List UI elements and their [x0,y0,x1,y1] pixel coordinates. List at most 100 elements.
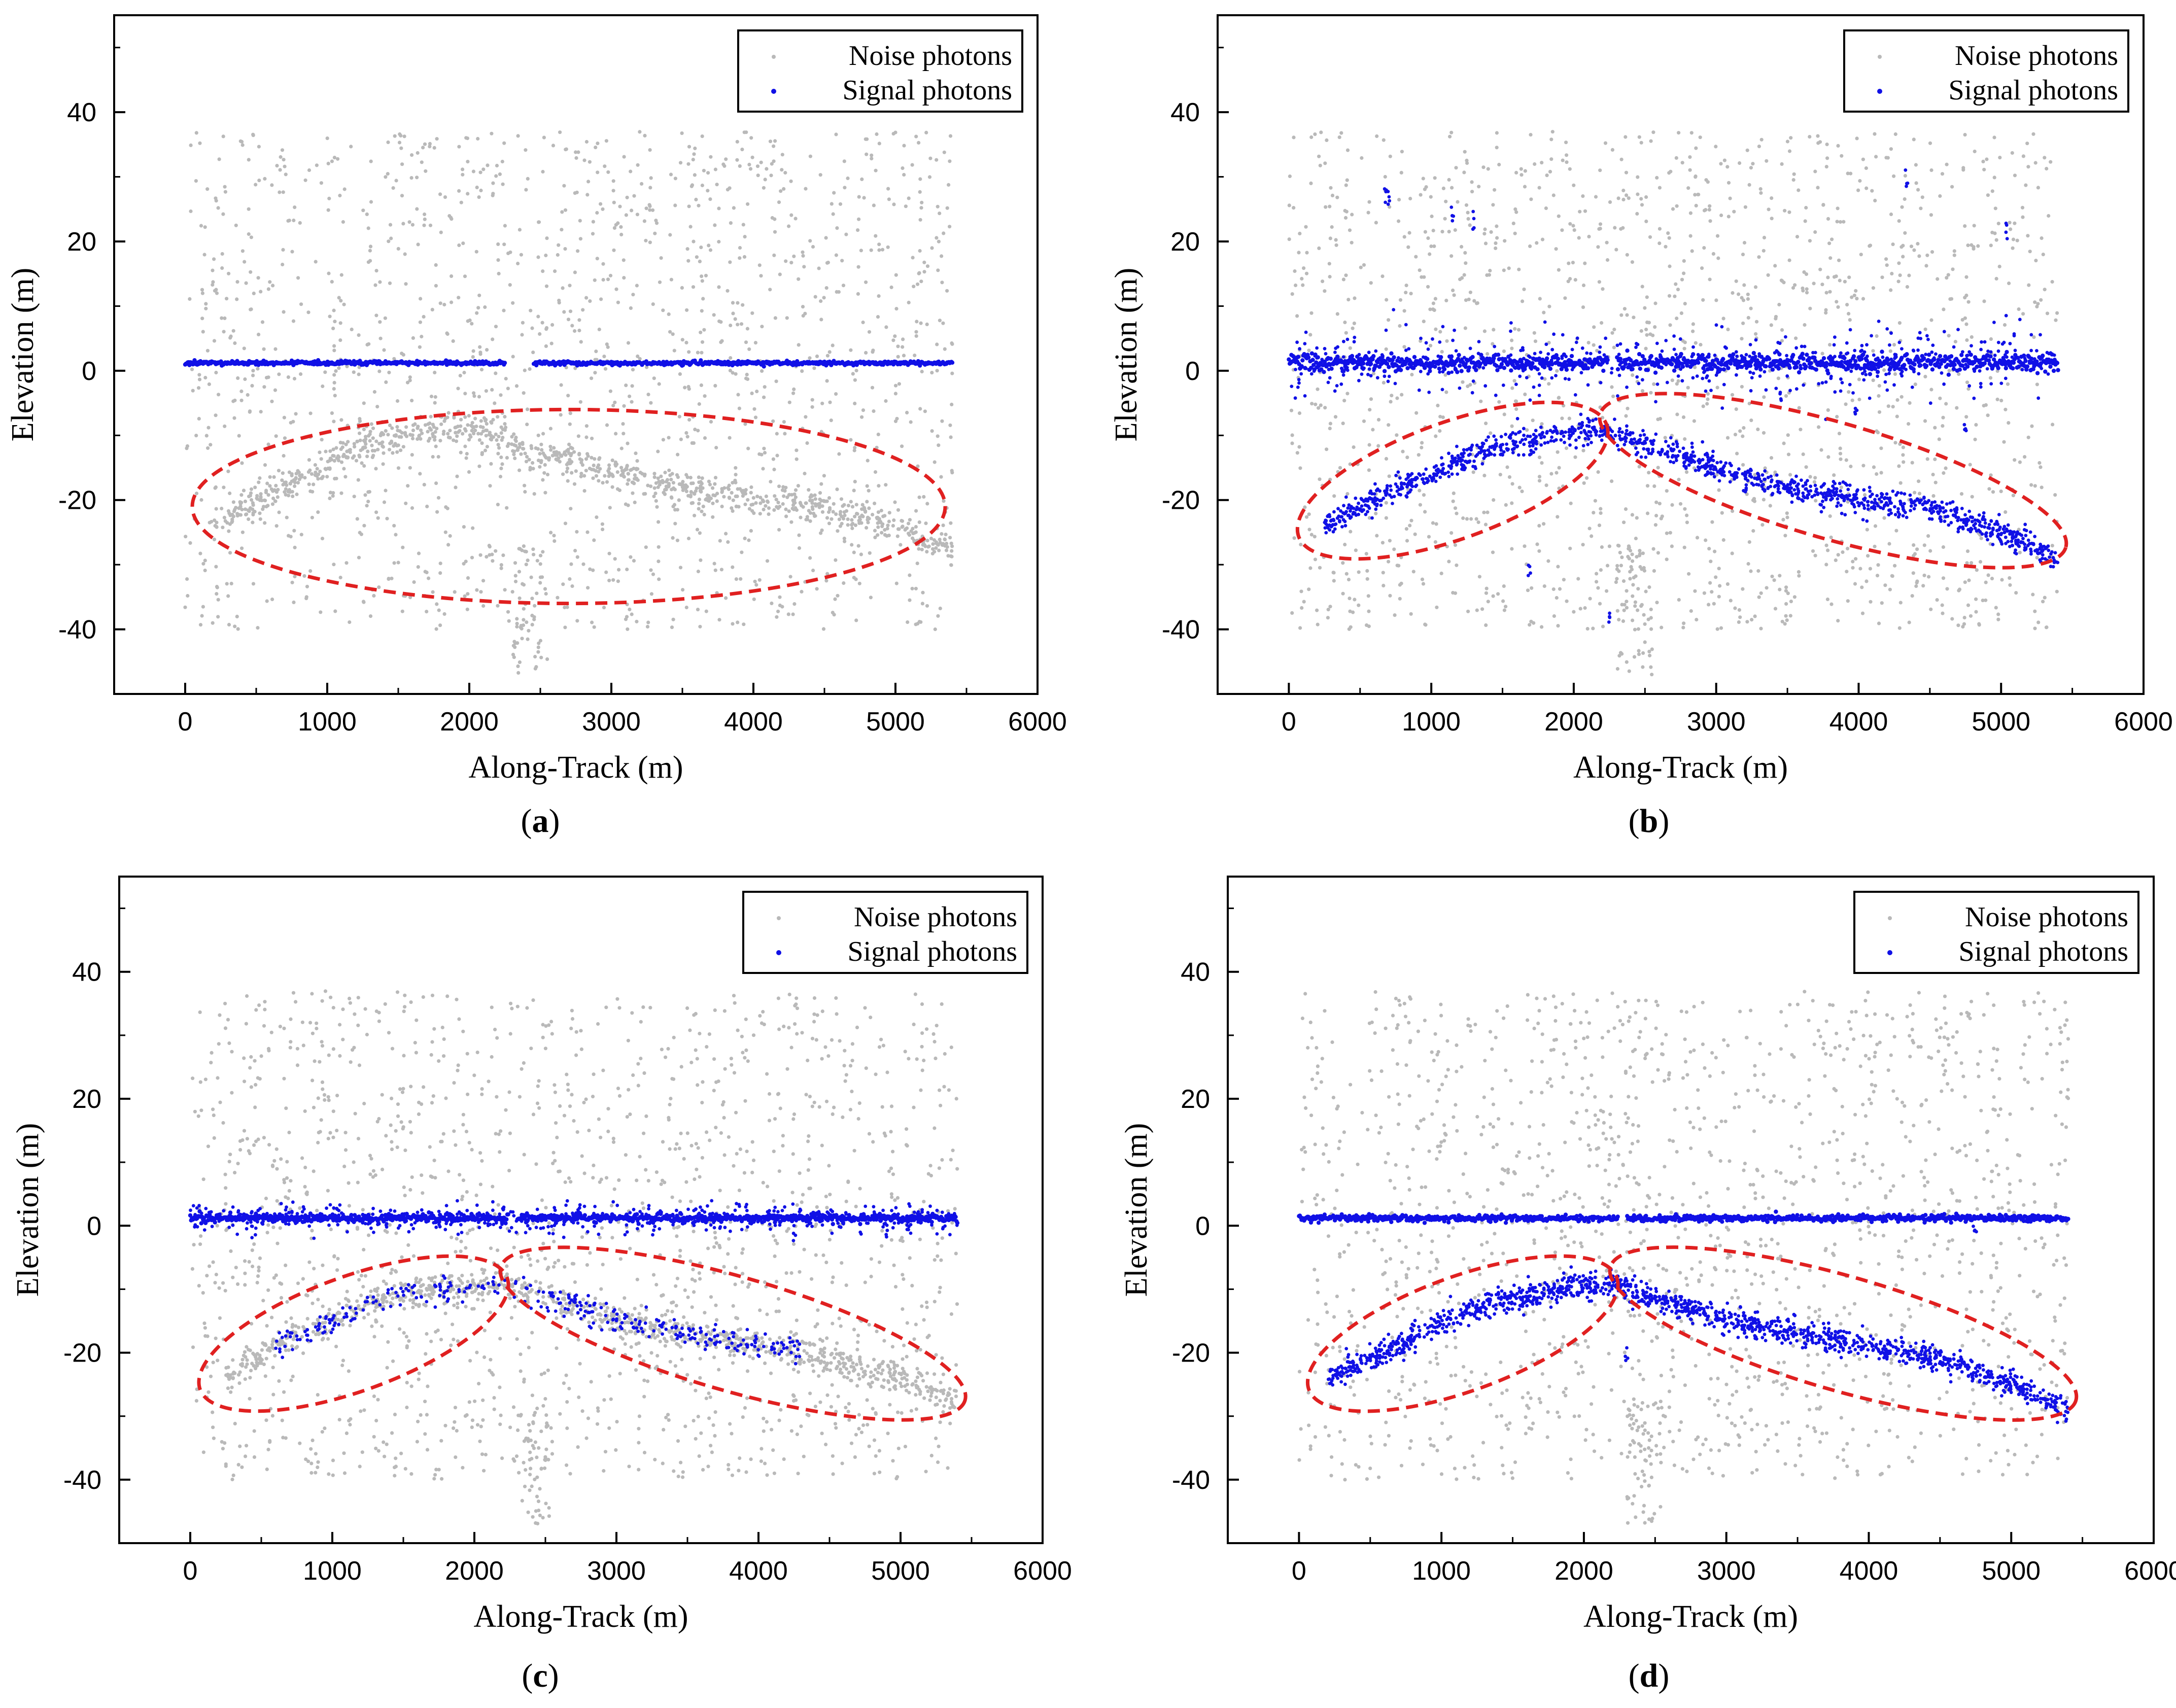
noise-point [1531,419,1535,423]
noise-point [1571,224,1575,228]
noise-point [1295,451,1299,455]
noise-point [1466,211,1470,215]
noise-point [1619,227,1623,231]
noise-point [1572,610,1576,614]
noise-point [1737,608,1741,612]
noise-point [1770,196,1774,200]
noise-point [2055,589,2059,594]
noise-point [707,479,711,483]
noise-point [717,206,721,211]
noise-point [1312,535,1317,539]
noise-point [1374,511,1378,515]
noise-point [2011,246,2015,250]
noise-point [1599,507,1603,511]
noise-point [1498,473,1502,477]
legend-noise-label: Noise photons [849,40,1012,72]
noise-point [893,130,897,134]
noise-point [499,466,503,471]
noise-point [697,502,701,506]
noise-point [1868,243,1873,248]
noise-point [466,319,470,323]
noise-point [307,458,312,462]
noise-point [743,536,747,540]
noise-point [523,490,527,494]
noise-point [647,203,651,207]
noise-point [199,498,203,502]
noise-point [649,176,653,180]
noise-point [1663,436,1667,440]
noise-point [872,203,876,207]
noise-point [887,519,891,524]
noise-point [1556,515,1560,519]
noise-point [1596,470,1600,474]
noise-point [307,482,311,486]
noise-point [864,280,868,284]
noise-point [1596,586,1600,590]
noise-point [1917,479,1921,483]
noise-point [400,609,404,613]
noise-point [1615,609,1619,613]
noise-point [200,317,204,321]
noise-point [331,326,335,331]
noise-point [539,655,543,659]
noise-point [1502,349,1506,354]
noise-point [1622,307,1627,311]
noise-point [616,221,620,225]
noise-point [1961,168,1965,172]
noise-point [1615,567,1619,571]
noise-point [327,271,331,275]
noise-point [1856,188,1860,192]
noise-point [1995,397,1999,402]
noise-point [689,481,694,485]
noise-point [678,482,682,486]
noise-point [1942,307,1946,311]
noise-point [728,260,732,264]
noise-point [266,287,271,291]
noise-point [1741,434,1745,438]
noise-point [771,419,775,423]
noise-point [422,315,426,319]
noise-point [536,433,540,437]
noise-point [1639,197,1643,201]
noise-point [930,429,934,433]
noise-point [371,454,375,458]
noise-point [2004,407,2008,411]
noise-point [1866,554,1870,558]
noise-point [497,435,501,439]
noise-point [734,372,738,376]
noise-point [822,296,826,300]
noise-point [374,439,378,443]
noise-point [1646,617,1650,621]
noise-point [1839,457,1843,461]
noise-point [1585,476,1589,480]
noise-point [338,575,342,580]
noise-point [830,202,834,206]
noise-point [1632,316,1636,320]
noise-point [701,504,705,509]
noise-point [1889,147,1893,151]
noise-point [774,498,778,502]
noise-point [1444,199,1448,203]
noise-point [1879,446,1883,450]
noise-point [1482,473,1487,478]
noise-point [252,291,256,296]
noise-point [1903,231,1907,235]
noise-point [483,305,487,309]
noise-point [918,177,922,181]
noise-point [1945,276,1949,280]
noise-point [846,504,850,508]
noise-point [827,510,831,514]
noise-point [1319,130,1323,134]
noise-point [471,169,476,173]
noise-point [198,623,203,627]
noise-point [793,217,798,221]
noise-point [1960,318,1964,322]
noise-point [433,370,437,375]
noise-point [1560,416,1564,421]
noise-photons [183,130,954,675]
noise-point [1495,224,1499,228]
noise-point [1686,186,1690,190]
noise-point [259,492,263,496]
noise-point [625,567,629,572]
noise-point [1923,374,1927,379]
